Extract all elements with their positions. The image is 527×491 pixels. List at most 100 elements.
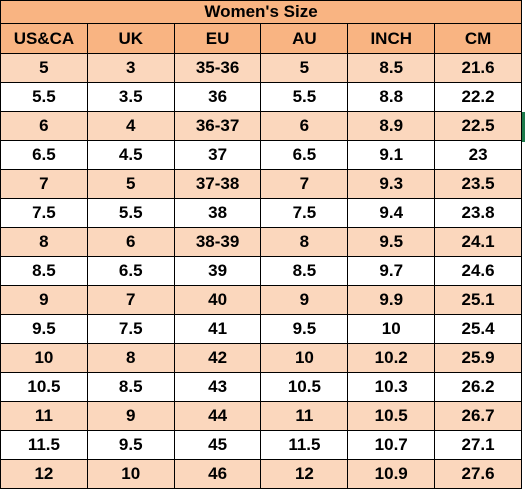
table-row: 10.5 8.5 43 10.5 10.3 26.2: [0, 372, 522, 402]
cell-eu: 39: [173, 256, 262, 286]
cell-cm: 24.1: [434, 227, 522, 257]
table-body: 5 3 35-36 5 8.5 21.6 5.5 3.5 36 5.5 8.8 22.2 6 4 36-37…: [0, 53, 522, 489]
cell-uk: 10: [86, 459, 175, 489]
cell-eu: 41: [173, 314, 262, 344]
cell-us-ca: 5: [0, 53, 88, 83]
cell-au: 8.5: [260, 256, 349, 286]
cell-inch: 8.9: [347, 111, 436, 141]
cell-cm: 24.6: [434, 256, 522, 286]
table-row: 7 5 37-38 7 9.3 23.5: [0, 169, 522, 199]
cell-us-ca: 7.5: [0, 198, 88, 228]
cell-inch: 10.5: [347, 401, 436, 431]
table-row: 5.5 3.5 36 5.5 8.8 22.2: [0, 82, 522, 112]
cell-inch: 9.4: [347, 198, 436, 228]
cell-eu: 37: [173, 140, 262, 170]
cell-au: 10.5: [260, 372, 349, 402]
cell-au: 5: [260, 53, 349, 83]
table-row: 12 10 46 12 10.9 27.6: [0, 459, 522, 489]
cell-cm: 26.2: [434, 372, 522, 402]
cell-inch: 8.8: [347, 82, 436, 112]
cell-cm: 23.8: [434, 198, 522, 228]
cell-uk: 7.5: [86, 314, 175, 344]
cell-us-ca: 9: [0, 285, 88, 315]
cell-inch: 10.9: [347, 459, 436, 489]
cell-cm: 23.5: [434, 169, 522, 199]
cell-eu: 36-37: [173, 111, 262, 141]
table-row: 8 6 38-39 8 9.5 24.1: [0, 227, 522, 257]
cell-us-ca: 6.5: [0, 140, 88, 170]
cell-inch: 10: [347, 314, 436, 344]
cell-eu: 45: [173, 430, 262, 460]
cell-us-ca: 8.5: [0, 256, 88, 286]
cell-inch: 9.5: [347, 227, 436, 257]
cell-au: 11.5: [260, 430, 349, 460]
cell-inch: 10.3: [347, 372, 436, 402]
cell-inch: 10.7: [347, 430, 436, 460]
table-row: 11 9 44 11 10.5 26.7: [0, 401, 522, 431]
table-row: 10 8 42 10 10.2 25.9: [0, 343, 522, 373]
cell-inch: 9.1: [347, 140, 436, 170]
cell-au: 6.5: [260, 140, 349, 170]
table-row: 9 7 40 9 9.9 25.1: [0, 285, 522, 315]
cell-eu: 38-39: [173, 227, 262, 257]
cell-us-ca: 12: [0, 459, 88, 489]
table-row: 9.5 7.5 41 9.5 10 25.4: [0, 314, 522, 344]
table-row: 11.5 9.5 45 11.5 10.7 27.1: [0, 430, 522, 460]
cell-us-ca: 10.5: [0, 372, 88, 402]
cell-inch: 9.3: [347, 169, 436, 199]
cell-eu: 36: [173, 82, 262, 112]
cell-cm: 21.6: [434, 53, 522, 83]
cell-inch: 9.9: [347, 285, 436, 315]
table-row: 6.5 4.5 37 6.5 9.1 23: [0, 140, 522, 170]
cell-uk: 4: [86, 111, 175, 141]
column-header-eu: EU: [173, 23, 262, 54]
column-header-uk: UK: [86, 23, 175, 54]
cell-inch: 9.7: [347, 256, 436, 286]
column-header-au: AU: [260, 23, 349, 54]
table-row: 6 4 36-37 6 8.9 22.5: [0, 111, 522, 141]
cell-cm: 26.7: [434, 401, 522, 431]
cell-eu: 44: [173, 401, 262, 431]
cell-selection-edge: [522, 112, 525, 142]
cell-cm: 27.1: [434, 430, 522, 460]
cell-eu: 43: [173, 372, 262, 402]
cell-us-ca: 9.5: [0, 314, 88, 344]
cell-us-ca: 8: [0, 227, 88, 257]
table-row: 5 3 35-36 5 8.5 21.6: [0, 53, 522, 83]
column-header-cm: CM: [434, 23, 522, 54]
cell-uk: 8.5: [86, 372, 175, 402]
cell-eu: 35-36: [173, 53, 262, 83]
column-header-inch: INCH: [347, 23, 436, 54]
cell-eu: 40: [173, 285, 262, 315]
cell-au: 5.5: [260, 82, 349, 112]
cell-au: 8: [260, 227, 349, 257]
cell-au: 12: [260, 459, 349, 489]
cell-uk: 7: [86, 285, 175, 315]
cell-uk: 5: [86, 169, 175, 199]
cell-au: 7.5: [260, 198, 349, 228]
cell-inch: 10.2: [347, 343, 436, 373]
cell-au: 6: [260, 111, 349, 141]
table-row: 7.5 5.5 38 7.5 9.4 23.8: [0, 198, 522, 228]
cell-au: 10: [260, 343, 349, 373]
cell-uk: 3: [86, 53, 175, 83]
column-header-us-ca: US&CA: [0, 23, 88, 54]
cell-au: 9: [260, 285, 349, 315]
cell-au: 11: [260, 401, 349, 431]
title-row: Women's Size: [0, 0, 522, 24]
cell-inch: 8.5: [347, 53, 436, 83]
cell-us-ca: 7: [0, 169, 88, 199]
cell-cm: 25.9: [434, 343, 522, 373]
cell-cm: 23: [434, 140, 522, 170]
cell-us-ca: 10: [0, 343, 88, 373]
header-row: US&CA UK EU AU INCH CM: [0, 23, 522, 54]
cell-uk: 4.5: [86, 140, 175, 170]
table-title: Women's Size: [0, 0, 522, 24]
cell-us-ca: 5.5: [0, 82, 88, 112]
cell-uk: 9.5: [86, 430, 175, 460]
cell-uk: 6: [86, 227, 175, 257]
cell-cm: 22.2: [434, 82, 522, 112]
cell-cm: 27.6: [434, 459, 522, 489]
